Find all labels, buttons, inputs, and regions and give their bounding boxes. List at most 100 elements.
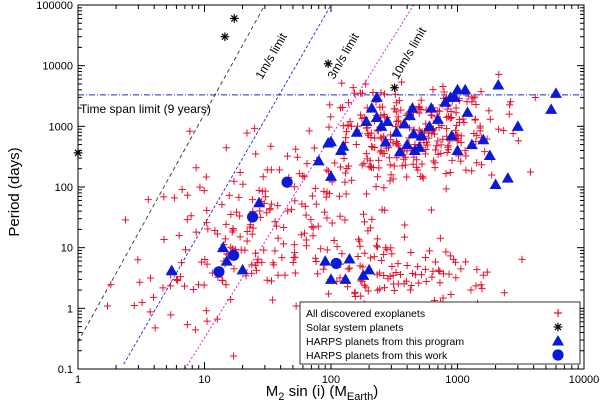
exoplanet-point: [160, 193, 168, 201]
exoplanet-markers: [103, 70, 539, 360]
exoplanet-point: [342, 127, 351, 136]
exoplanet-point: [336, 163, 345, 171]
exoplanet-point: [471, 93, 479, 101]
exoplanet-point: [396, 270, 405, 279]
exoplanet-point: [312, 200, 320, 208]
exoplanet-point: [229, 352, 238, 360]
exoplanet-point: [130, 301, 138, 310]
exoplanet-point: [243, 129, 251, 137]
exoplanet-point: [203, 260, 211, 268]
exoplanet-point: [380, 184, 388, 192]
exoplanet-point: [203, 317, 211, 325]
exoplanet-point: [462, 258, 470, 266]
exoplanet-point: [494, 125, 503, 133]
harps-program-point: [451, 83, 464, 95]
exoplanet-point: [461, 147, 469, 155]
exoplanet-point: [272, 222, 281, 230]
exoplanet-point: [275, 166, 284, 174]
harps-program-point: [501, 172, 514, 183]
exoplanet-point: [443, 105, 451, 113]
exoplanet-point: [177, 258, 186, 267]
exoplanet-point: [302, 211, 310, 219]
harps-program-point: [489, 178, 502, 189]
exoplanet-point: [236, 168, 244, 177]
harps-program-point: [319, 255, 332, 266]
exoplanet-point: [311, 184, 319, 192]
limit-1-label: 1m/s limit: [252, 30, 290, 81]
exoplanet-point: [403, 173, 411, 181]
exoplanet-point: [314, 222, 322, 230]
y-tick-label: 1: [67, 303, 73, 315]
exoplanet-point: [448, 156, 456, 165]
exoplanet-point: [342, 133, 350, 142]
exoplanet-point: [176, 273, 185, 281]
harps-program-point: [375, 120, 388, 131]
exoplanet-point: [416, 172, 424, 180]
exoplanet-point: [462, 166, 470, 174]
exoplanet-point: [227, 243, 235, 251]
exoplanet-point: [263, 276, 271, 284]
harps-program-point: [325, 170, 337, 181]
exoplanet-point: [167, 311, 175, 319]
x-axis-label: M2 sin (i) (MEarth): [266, 383, 378, 403]
harps-program-point: [445, 129, 458, 141]
exoplanet-point: [274, 202, 282, 210]
harps-program-point: [216, 241, 229, 253]
exoplanet-point: [394, 259, 402, 268]
exoplanet-point: [419, 174, 427, 182]
exoplanet-point: [436, 234, 445, 242]
exoplanet-point: [362, 150, 370, 158]
harps-program-point: [350, 126, 363, 137]
exoplanet-point: [236, 233, 244, 241]
exoplanet-point: [415, 279, 423, 287]
solar-system-point: [323, 59, 333, 69]
legend-star-marker: [553, 322, 563, 332]
exoplanet-point: [307, 216, 315, 224]
exoplanet-point: [186, 127, 194, 135]
exoplanet-point: [343, 164, 351, 173]
exoplanet-point: [361, 249, 369, 257]
exoplanet-point: [366, 224, 375, 232]
x-tick-label: 1: [75, 374, 81, 386]
exoplanet-point: [505, 110, 513, 118]
exoplanet-point: [369, 88, 377, 97]
exoplanet-point: [394, 141, 402, 149]
exoplanet-point: [328, 219, 336, 227]
exoplanet-point: [372, 242, 381, 250]
exoplanet-point: [380, 271, 388, 280]
x-tick-label: 1000: [445, 374, 469, 386]
harps-work-point: [330, 257, 342, 270]
exoplanet-point: [202, 307, 210, 315]
y-tick-label: 0.1: [58, 364, 73, 376]
exoplanet-point: [428, 273, 436, 281]
exoplanet-point: [281, 271, 289, 279]
exoplanet-point: [237, 246, 245, 254]
exoplanet-point: [470, 129, 478, 138]
exoplanet-point: [267, 277, 276, 285]
exoplanet-point: [477, 281, 485, 289]
solar-system-point: [220, 32, 230, 42]
exoplanet-point: [371, 134, 379, 142]
exoplanet-point: [280, 223, 288, 232]
exoplanet-point: [481, 148, 489, 156]
exoplanet-point: [500, 289, 508, 297]
y-tick-label: 10: [61, 243, 73, 255]
exoplanet-point: [455, 118, 464, 127]
exoplanet-point: [293, 153, 302, 161]
exoplanet-point: [360, 281, 369, 289]
harps-program-point: [343, 253, 356, 264]
exoplanet-point: [136, 278, 144, 286]
exoplanet-point: [442, 185, 450, 193]
harps-program-point: [461, 106, 474, 117]
exoplanet-point: [308, 192, 316, 200]
exoplanet-point: [279, 240, 288, 248]
exoplanet-point: [473, 265, 481, 274]
exoplanet-point: [392, 137, 401, 146]
exoplanet-point: [437, 141, 445, 149]
exoplanet-point: [194, 281, 203, 289]
exoplanet-point: [383, 246, 391, 254]
exoplanet-point: [213, 315, 221, 323]
exoplanet-point: [454, 132, 462, 140]
exoplanet-point: [311, 254, 320, 262]
exoplanet-point: [200, 186, 208, 195]
